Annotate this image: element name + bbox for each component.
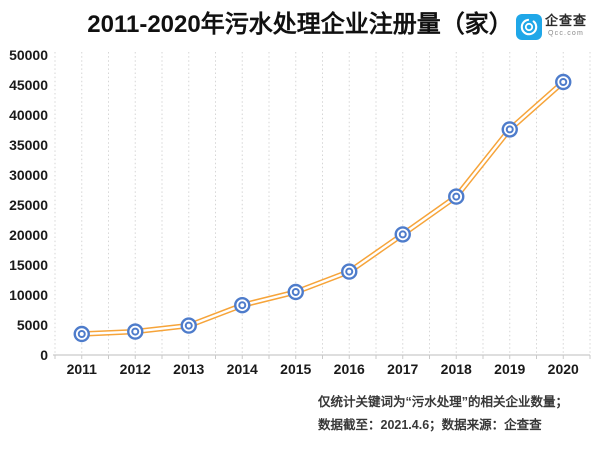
data-point-marker-inner	[131, 327, 140, 336]
x-axis-tick-label: 2017	[387, 361, 418, 377]
data-point-marker-inner	[184, 321, 193, 330]
x-axis-tick-label: 2020	[548, 361, 579, 377]
x-axis-tick-label: 2019	[494, 361, 525, 377]
x-axis-tick-label: 2011	[67, 361, 98, 377]
y-axis-tick-label: 25000	[9, 197, 48, 213]
data-point-marker-inner	[238, 301, 247, 310]
data-point-marker-inner	[291, 288, 300, 296]
x-axis-tick-label: 2016	[334, 361, 365, 377]
qcc-logo-text: 企查查 Qcc.com	[545, 14, 587, 37]
x-axis-tick-label: 2014	[227, 361, 258, 377]
x-axis-tick-label: 2013	[173, 361, 204, 377]
y-axis-tick-label: 35000	[9, 137, 48, 153]
data-point-marker-inner	[505, 125, 514, 134]
footnotes: 仅统计关键词为“污水处理”的相关企业数量； 数据截至：2021.4.6；数据来源…	[318, 391, 568, 437]
data-point-marker-inner	[559, 78, 568, 86]
qcc-logo: 企查查 Qcc.com	[516, 14, 587, 40]
y-axis-tick-label: 45000	[9, 77, 48, 93]
footnote-line1: 仅统计关键词为“污水处理”的相关企业数量；	[318, 395, 569, 409]
logo-domain: Qcc.com	[548, 30, 585, 37]
x-axis-tick-label: 2018	[441, 361, 472, 377]
data-point-marker-inner	[398, 230, 407, 239]
y-axis-tick-label: 10000	[9, 287, 48, 303]
data-point-marker-inner	[452, 192, 461, 201]
x-axis-tick-label: 2015	[280, 361, 311, 377]
data-point-marker-inner	[345, 267, 354, 276]
y-axis-tick-label: 15000	[9, 257, 48, 273]
page-title: 2011-2020年污水处理企业注册量（家）	[87, 11, 513, 38]
footnote-line2: 数据截至：2021.4.6；数据来源：企查查	[318, 418, 542, 432]
y-axis-tick-label: 20000	[9, 227, 48, 243]
data-point-marker-inner	[77, 330, 86, 338]
y-axis-tick-label: 5000	[17, 317, 48, 333]
x-axis-tick-label: 2012	[120, 361, 151, 377]
y-axis-tick-label: 0	[40, 347, 48, 363]
title-bar: 2011-2020年污水处理企业注册量（家） 企查查 Qcc.com	[0, 0, 600, 48]
y-axis-tick-label: 50000	[9, 47, 48, 63]
series-line-inner	[80, 80, 565, 336]
logo-brand: 企查查	[545, 13, 588, 28]
y-axis-tick-label: 30000	[9, 167, 48, 183]
qcc-logo-icon	[516, 14, 542, 40]
y-axis-tick-label: 40000	[9, 107, 48, 123]
